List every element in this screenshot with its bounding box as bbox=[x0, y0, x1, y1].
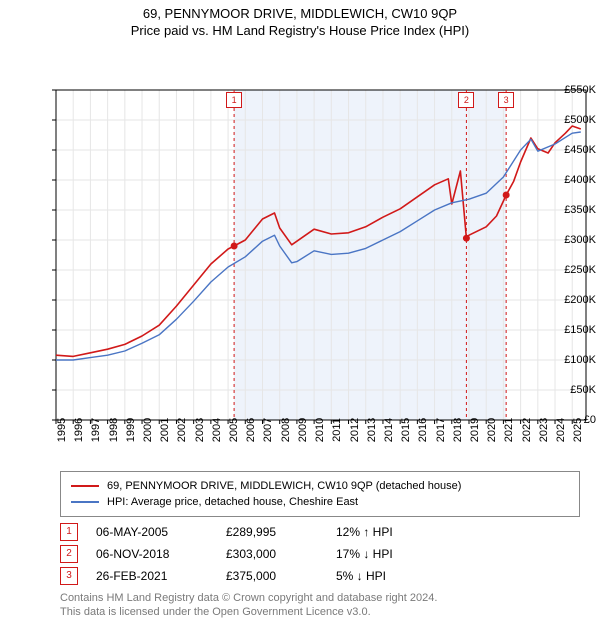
chart-titles: 69, PENNYMOOR DRIVE, MIDDLEWICH, CW10 9Q… bbox=[0, 0, 600, 40]
x-tick-label: 2003 bbox=[194, 418, 206, 442]
sales-table: 1 06-MAY-2005£289,99512% ↑ HPI 2 06-NOV-201… bbox=[60, 521, 580, 587]
x-tick-label: 2019 bbox=[469, 418, 481, 442]
sale-price: £375,000 bbox=[226, 565, 336, 587]
legend-swatch bbox=[71, 501, 99, 503]
y-tick-label: £300K bbox=[546, 234, 596, 246]
footer-line-1: Contains HM Land Registry data © Crown c… bbox=[60, 591, 580, 605]
price-chart: £0 £50K £100K £150K £200K £250K £300K £350K £400… bbox=[0, 40, 600, 465]
x-tick-label: 2010 bbox=[314, 418, 326, 442]
x-tick-label: 2007 bbox=[262, 418, 274, 442]
y-tick-label: £150K bbox=[546, 324, 596, 336]
sale-date: 06-MAY-2005 bbox=[96, 521, 226, 543]
x-tick-label: 1996 bbox=[73, 418, 85, 442]
x-tick-label: 2025 bbox=[572, 418, 584, 442]
x-tick-label: 2006 bbox=[245, 418, 257, 442]
sale-price: £303,000 bbox=[226, 543, 336, 565]
x-tick-label: 2024 bbox=[555, 418, 567, 442]
x-tick-label: 2016 bbox=[417, 418, 429, 442]
x-tick-label: 2015 bbox=[400, 418, 412, 442]
x-tick-label: 2002 bbox=[176, 418, 188, 442]
sale-marker-badge: 3 bbox=[60, 567, 78, 585]
x-tick-label: 1998 bbox=[108, 418, 120, 442]
sale-price: £289,995 bbox=[226, 521, 336, 543]
sale-date: 06-NOV-2018 bbox=[96, 543, 226, 565]
y-tick-label: £50K bbox=[546, 384, 596, 396]
x-tick-label: 2013 bbox=[366, 418, 378, 442]
x-tick-label: 2014 bbox=[383, 418, 395, 442]
sale-marker-flag: 3 bbox=[498, 92, 514, 108]
x-tick-label: 2000 bbox=[142, 418, 154, 442]
sale-marker-flag: 2 bbox=[458, 92, 474, 108]
x-tick-label: 2018 bbox=[452, 418, 464, 442]
legend-row: HPI: Average price, detached house, Ches… bbox=[71, 494, 569, 510]
x-tick-label: 2017 bbox=[435, 418, 447, 442]
legend-label: HPI: Average price, detached house, Ches… bbox=[107, 494, 358, 510]
footer-attribution: Contains HM Land Registry data © Crown c… bbox=[60, 591, 580, 619]
y-tick-label: £200K bbox=[546, 294, 596, 306]
title-line-1: 69, PENNYMOOR DRIVE, MIDDLEWICH, CW10 9Q… bbox=[10, 6, 590, 21]
y-tick-label: £400K bbox=[546, 174, 596, 186]
x-tick-label: 2009 bbox=[297, 418, 309, 442]
y-tick-label: £450K bbox=[546, 144, 596, 156]
x-tick-label: 2008 bbox=[280, 418, 292, 442]
sale-date: 26-FEB-2021 bbox=[96, 565, 226, 587]
legend-label: 69, PENNYMOOR DRIVE, MIDDLEWICH, CW10 9Q… bbox=[107, 478, 461, 494]
y-tick-label: £350K bbox=[546, 204, 596, 216]
x-tick-label: 1999 bbox=[125, 418, 137, 442]
sale-delta: 5% ↓ HPI bbox=[336, 565, 456, 587]
sale-delta: 12% ↑ HPI bbox=[336, 521, 456, 543]
sale-delta: 17% ↓ HPI bbox=[336, 543, 456, 565]
y-tick-label: £500K bbox=[546, 114, 596, 126]
x-tick-label: 1995 bbox=[56, 418, 68, 442]
sale-marker-badge: 1 bbox=[60, 523, 78, 541]
x-tick-label: 2004 bbox=[211, 418, 223, 442]
x-tick-label: 2012 bbox=[349, 418, 361, 442]
y-tick-label: £550K bbox=[546, 84, 596, 96]
x-tick-label: 2001 bbox=[159, 418, 171, 442]
y-tick-label: £0 bbox=[546, 414, 596, 426]
sale-row: 2 06-NOV-2018£303,00017% ↓ HPI bbox=[60, 543, 580, 565]
y-tick-label: £250K bbox=[546, 264, 596, 276]
legend: 69, PENNYMOOR DRIVE, MIDDLEWICH, CW10 9Q… bbox=[60, 471, 580, 517]
x-tick-label: 1997 bbox=[90, 418, 102, 442]
legend-row: 69, PENNYMOOR DRIVE, MIDDLEWICH, CW10 9Q… bbox=[71, 478, 569, 494]
x-tick-label: 2005 bbox=[228, 418, 240, 442]
x-tick-label: 2011 bbox=[331, 418, 343, 442]
x-tick-label: 2022 bbox=[521, 418, 533, 442]
legend-swatch bbox=[71, 485, 99, 487]
sale-marker-badge: 2 bbox=[60, 545, 78, 563]
x-tick-label: 2023 bbox=[538, 418, 550, 442]
sale-row: 3 26-FEB-2021£375,0005% ↓ HPI bbox=[60, 565, 580, 587]
x-tick-label: 2021 bbox=[503, 418, 515, 442]
footer-line-2: This data is licensed under the Open Gov… bbox=[60, 605, 580, 619]
x-tick-label: 2020 bbox=[486, 418, 498, 442]
sale-row: 1 06-MAY-2005£289,99512% ↑ HPI bbox=[60, 521, 580, 543]
y-tick-label: £100K bbox=[546, 354, 596, 366]
title-line-2: Price paid vs. HM Land Registry's House … bbox=[10, 23, 590, 38]
sale-marker-flag: 1 bbox=[226, 92, 242, 108]
